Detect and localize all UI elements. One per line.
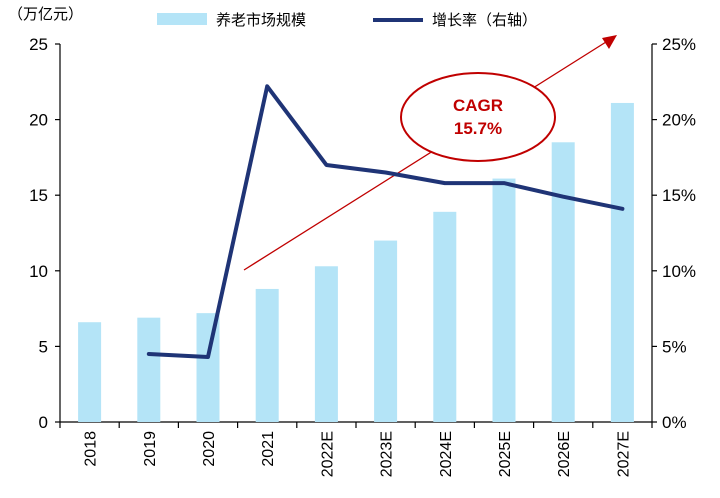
- y-left-tick-label: 10: [29, 262, 48, 281]
- x-tick-label: 2022E: [319, 431, 336, 477]
- y-left-tick-label: 20: [29, 111, 48, 130]
- y-right-tick-label: 10%: [662, 262, 696, 281]
- y-right-tick-label: 25%: [662, 35, 696, 54]
- bar-2019: [137, 317, 161, 422]
- bar-2026E: [551, 142, 575, 422]
- line-series: [146, 84, 625, 359]
- x-tick-label: 2018: [83, 431, 100, 467]
- x-tick-label: 2023E: [379, 431, 396, 477]
- y-right-tick-label: 15%: [662, 186, 696, 205]
- bar-2022E: [314, 266, 338, 422]
- y-axis-left-ticks: 0 5 10 15 20 25: [29, 35, 60, 432]
- growth-rate-line: [146, 84, 625, 359]
- cagr-value: 15.7%: [454, 119, 502, 138]
- x-tick-label: 2020: [201, 431, 218, 467]
- legend-label-bar: 养老市场规模: [216, 11, 306, 29]
- x-tick-label: 2026E: [556, 431, 573, 477]
- x-tick-label: 2027E: [615, 431, 632, 477]
- y-axis-unit-label: （万亿元）: [8, 5, 83, 23]
- y-left-tick-label: 15: [29, 186, 48, 205]
- y-right-tick-label: 20%: [662, 111, 696, 130]
- y-left-tick-label: 0: [39, 413, 48, 432]
- x-tick-label: 2021: [260, 431, 277, 467]
- bar-2021: [255, 288, 279, 422]
- y-right-tick-label: 5%: [662, 337, 687, 356]
- legend: 养老市场规模 增长率（右轴）: [157, 11, 537, 29]
- bar-2024E: [433, 211, 457, 422]
- x-tick-label: 2019: [142, 431, 159, 467]
- cagr-bubble: [400, 72, 556, 162]
- bar-2023E: [374, 240, 398, 422]
- x-tick-label: 2024E: [438, 431, 455, 477]
- cagr-trend-arrow: [243, 41, 607, 271]
- y-left-tick-label: 5: [39, 337, 48, 356]
- cagr-ellipse: CAGR 15.7%: [400, 72, 556, 162]
- legend-label-line: 增长率（右轴）: [432, 11, 537, 29]
- y-right-tick-label: 0%: [662, 413, 687, 432]
- x-axis-ticks: 2018 2019 2020 2021 2022E 2023E 2024E 2025E 2026…: [59, 422, 653, 477]
- bar-2018: [78, 322, 102, 422]
- cagr-arrow-head: [602, 35, 617, 49]
- bar-2027E: [610, 102, 634, 422]
- legend-swatch-bar: [157, 13, 207, 25]
- bar-2025E: [492, 178, 516, 422]
- y-left-tick-label: 25: [29, 35, 48, 54]
- bar-2020: [196, 313, 220, 422]
- bar-series: [78, 102, 634, 422]
- cagr-label: CAGR: [453, 96, 503, 115]
- cagr-annotation: [243, 35, 617, 271]
- y-axis-right-ticks: 0% 5% 10% 15% 20% 25%: [652, 35, 696, 432]
- x-tick-label: 2025E: [497, 431, 514, 477]
